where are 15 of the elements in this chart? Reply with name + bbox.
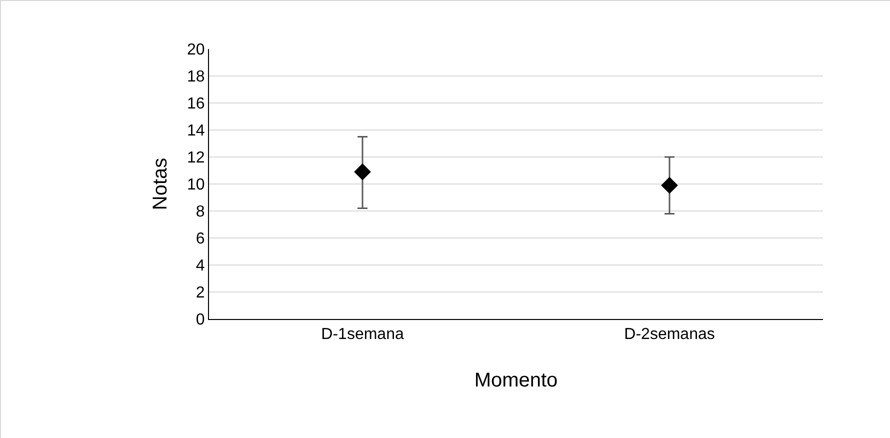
y-tick-label: 8 — [196, 204, 205, 221]
y-tick-label: 14 — [187, 122, 205, 140]
y-tick-label: 4 — [196, 258, 205, 275]
x-tick-label: D-2semanas — [624, 326, 715, 344]
y-tick-label: 0 — [196, 312, 205, 329]
x-tick-label: D-1semana — [321, 326, 404, 344]
y-tick-label: 10 — [187, 176, 205, 194]
x-axis-title: Momento — [474, 370, 558, 392]
y-tick-label: 16 — [187, 96, 205, 113]
y-tick-label: 12 — [187, 150, 205, 167]
y-tick-label: 6 — [196, 230, 205, 248]
y-tick-label: 18 — [187, 68, 205, 86]
y-tick-label: 20 — [187, 42, 205, 59]
y-axis-title: Notas — [150, 158, 172, 210]
y-tick-label: 2 — [196, 284, 205, 302]
